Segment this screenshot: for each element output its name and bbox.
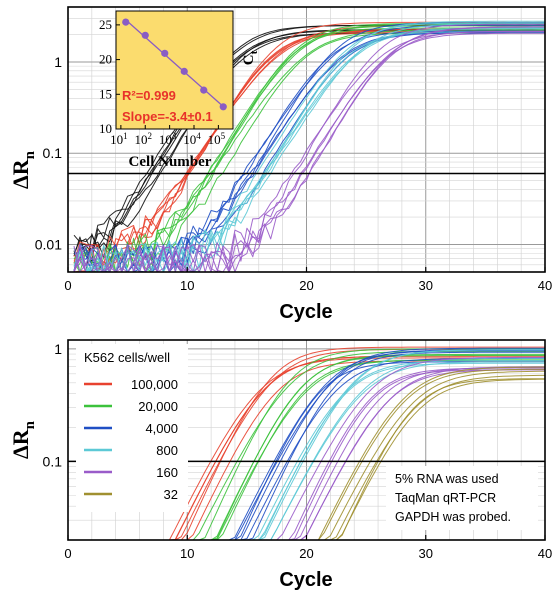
inset-x-tick-exp: 4	[196, 131, 201, 141]
top-y-axis-label: ΔRn	[8, 150, 38, 189]
bottom-x-ticks: 0 10 20 30 40	[64, 535, 552, 561]
legend-label: 32	[164, 487, 178, 502]
inset-slope-annotation: Slope=-3.4±0.1	[122, 109, 213, 124]
inset-point	[219, 103, 227, 111]
x-tick-label: 30	[419, 278, 433, 293]
inset-x-tick-exp: 1	[123, 131, 128, 141]
notes-background	[386, 466, 538, 530]
legend-items: 100,000 20,000 4,000 800 160 32	[84, 377, 178, 502]
legend-title: K562 cells/well	[84, 350, 170, 365]
inset-y-axis-label-sub: t	[248, 50, 260, 54]
inset-x-tick-base: 10	[135, 132, 148, 147]
x-tick-label: 20	[299, 546, 313, 561]
inset-x-tick-label: 101	[110, 131, 128, 147]
top-x-axis-label: Cycle	[279, 301, 332, 323]
x-tick-label: 10	[180, 278, 194, 293]
top-y-axis-label-sub: n	[22, 150, 38, 159]
bottom-notes: 5% RNA was used TaqMan qRT-PCR GAPDH was…	[386, 466, 538, 530]
inset-x-ticks: 101 102 103 104 105	[110, 125, 226, 147]
inset-y-ticks: 10 15 20 25	[99, 17, 120, 136]
inset-x-axis-label: Cell Number	[129, 154, 212, 170]
inset-point	[161, 49, 169, 57]
inset-x-tick-label: 102	[135, 131, 153, 147]
amplification-curve	[73, 29, 545, 273]
y-tick-label: 1	[54, 341, 62, 357]
amplification-curve	[73, 30, 546, 273]
amplification-curve	[73, 32, 546, 273]
y-tick-label: 0.01	[35, 237, 62, 253]
y-tick-label: 1	[54, 54, 62, 70]
inset-x-tick-label: 105	[208, 131, 226, 147]
y-tick-label: 0.1	[43, 453, 63, 469]
inset-y-axis-label: Ct	[241, 50, 260, 65]
top-y-axis-label-main: ΔR	[8, 158, 33, 189]
inset-x-tick-base: 10	[159, 132, 172, 147]
x-tick-label: 30	[419, 546, 433, 561]
bottom-x-axis-label: Cycle	[279, 569, 332, 591]
inset-x-tick-base: 10	[183, 132, 196, 147]
inset-x-tick-base: 10	[208, 132, 221, 147]
inset-point	[180, 67, 188, 75]
x-tick-label: 40	[538, 546, 552, 561]
x-tick-label: 20	[299, 278, 313, 293]
x-tick-label: 10	[180, 546, 194, 561]
inset-y-tick-label: 25	[99, 17, 112, 32]
bottom-y-axis-label-group: ΔRn	[8, 420, 38, 459]
note-line-3: GAPDH was probed.	[395, 510, 511, 524]
inset-r2-annotation: R²=0.999	[122, 88, 176, 103]
inset-y-axis-label-group: Ct	[241, 50, 260, 65]
inset-x-tick-exp: 2	[148, 131, 153, 141]
legend-label: 4,000	[145, 421, 178, 436]
inset-x-tick-exp: 5	[221, 131, 226, 141]
x-tick-label: 0	[64, 278, 71, 293]
inset-y-tick-label: 15	[99, 86, 112, 101]
bottom-y-ticks: 0.11	[43, 341, 63, 469]
top-y-ticks: 0.01 0.1 1	[35, 54, 62, 253]
note-line-1: 5% RNA was used	[395, 472, 499, 486]
bottom-y-axis-label-main: ΔR	[8, 428, 33, 459]
inset-x-tick-label: 104	[183, 131, 201, 147]
top-x-ticks: 0 10 20 30 40	[64, 267, 552, 293]
amplification-curve	[74, 20, 546, 273]
legend-label: 160	[156, 465, 178, 480]
top-panel: 0 10 20 30 40 0.010.11 Cycle ΔRn 101 102 103 10…	[8, 6, 552, 323]
inset-point	[141, 31, 149, 39]
inset-y-tick-label: 20	[99, 52, 112, 67]
top-y-axis-label-group: ΔRn	[8, 150, 38, 189]
y-tick-label: 0.1	[43, 145, 63, 161]
bottom-y-axis-label: ΔRn	[8, 420, 38, 459]
inset-y-axis-label-main: C	[241, 54, 257, 65]
amplification-curve	[73, 26, 546, 273]
bottom-panel: 0 10 20 30 40 0.11 Cycle ΔRn K562 cells/well…	[8, 339, 552, 591]
x-tick-label: 40	[538, 278, 552, 293]
inset-point	[122, 18, 130, 26]
bottom-y-axis-label-sub: n	[22, 420, 38, 429]
note-line-2: TaqMan qRT-PCR	[395, 491, 496, 505]
legend-label: 800	[156, 443, 178, 458]
amplification-curve	[73, 22, 546, 273]
inset-point	[200, 86, 208, 94]
inset-points	[122, 18, 227, 111]
inset-y-tick-label: 10	[99, 121, 112, 136]
legend-label: 20,000	[138, 399, 178, 414]
inset-x-tick-label: 103	[159, 131, 177, 147]
x-tick-label: 0	[64, 546, 71, 561]
legend-label: 100,000	[131, 377, 178, 392]
bottom-legend: K562 cells/well 100,000 20,000 4,000 800 160…	[76, 344, 188, 512]
inset-x-tick-exp: 3	[172, 131, 177, 141]
amplification-curve	[73, 30, 545, 273]
inset-x-tick-base: 10	[110, 132, 123, 147]
inset-background	[115, 10, 234, 130]
